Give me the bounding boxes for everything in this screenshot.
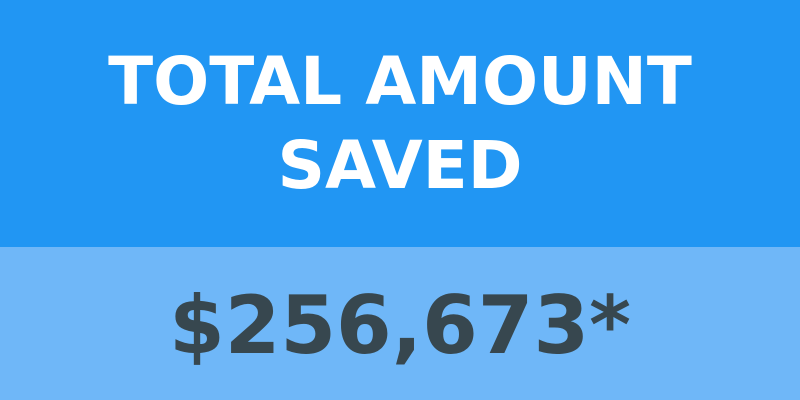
card-footer: $256,673* — [0, 247, 800, 400]
saved-amount: $256,673* — [169, 278, 631, 372]
card-header: TOTAL AMOUNT SAVED — [0, 0, 800, 247]
title-line-1: TOTAL AMOUNT — [108, 42, 692, 120]
card-title: TOTAL AMOUNT SAVED — [0, 40, 800, 208]
title-line-2: SAVED — [277, 126, 523, 204]
